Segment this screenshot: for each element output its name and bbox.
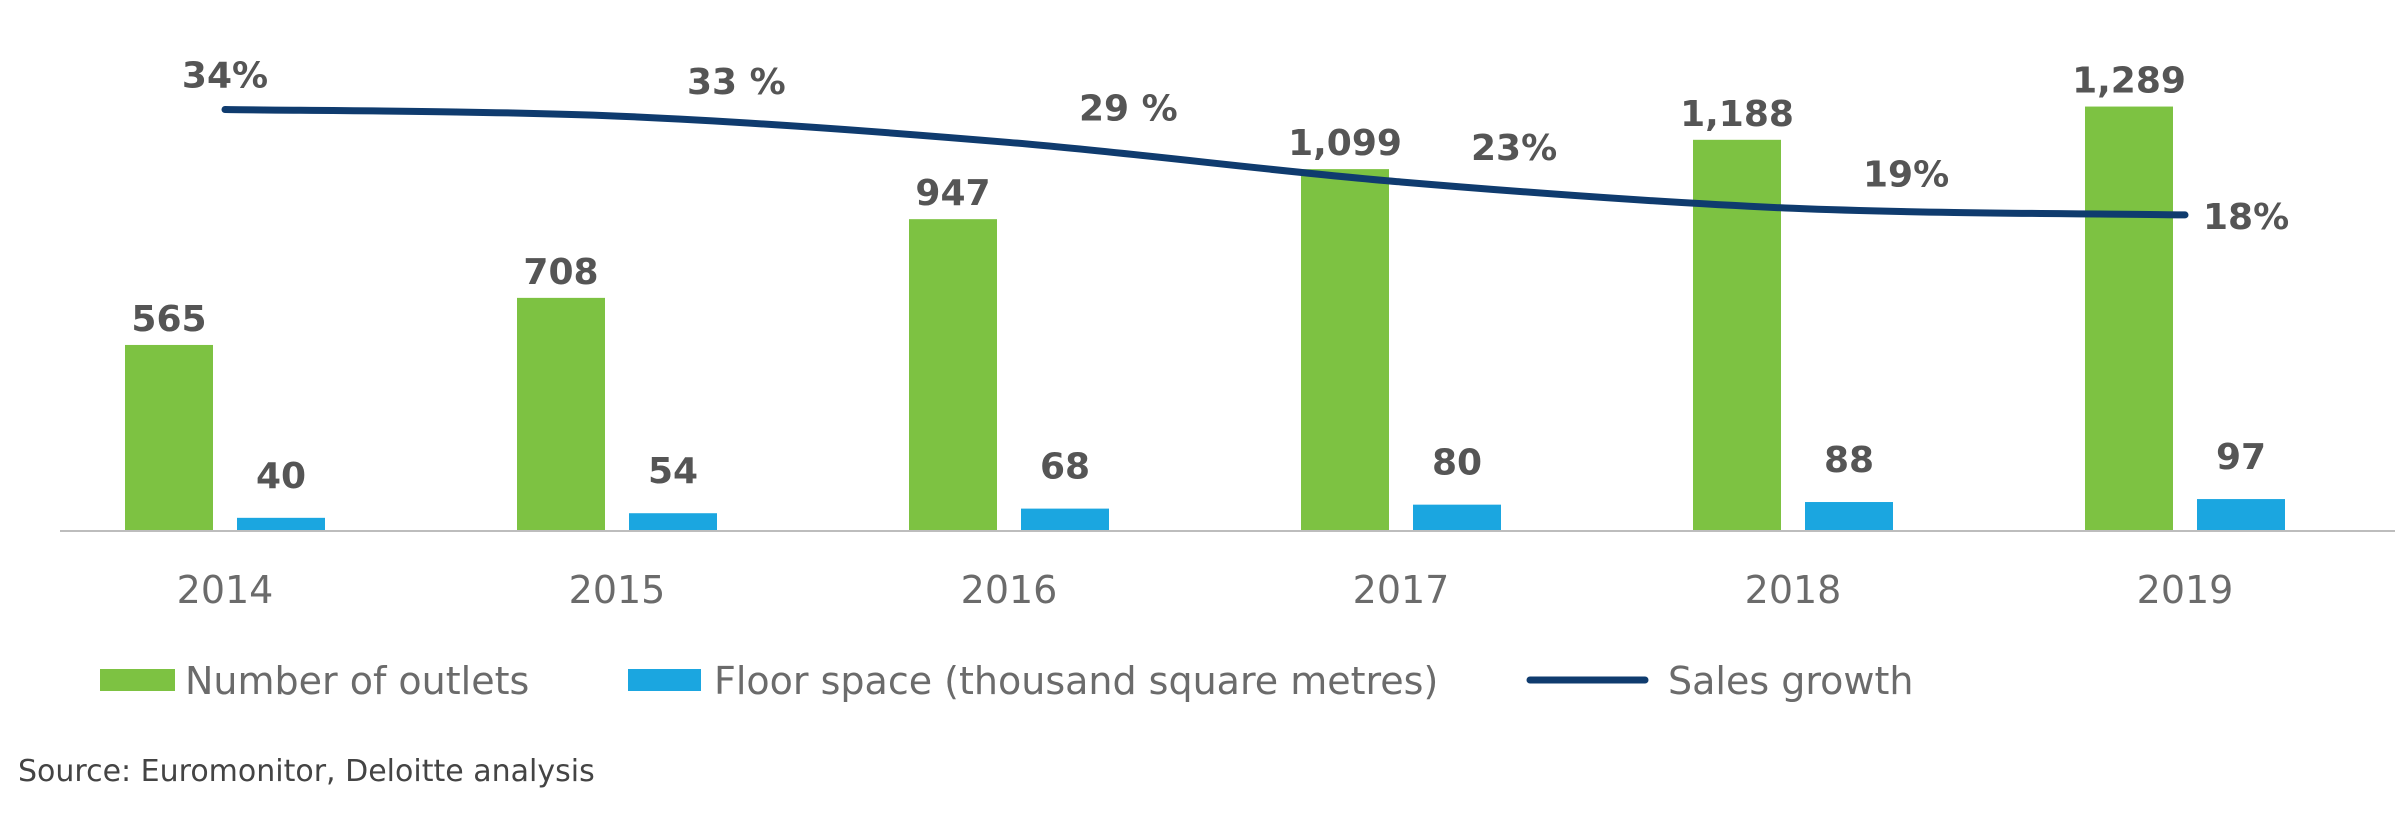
label-floor-space-2018: 88 [1824,440,1874,481]
label-floor-space-2017: 80 [1432,443,1482,484]
label-outlets-2017: 1,099 [1288,123,1402,164]
legend: Number of outlets Floor space (thousand … [100,659,1913,703]
label-sales-growth-2019: 18% [2203,197,2289,238]
label-floor-space-2016: 68 [1040,447,1090,488]
bar-floor-space-2019 [2197,499,2285,531]
x-tick-2015: 2015 [569,568,666,612]
label-floor-space-2019: 97 [2216,437,2266,478]
bar-outlets-2018 [1693,139,1781,531]
x-tick-2016: 2016 [961,568,1058,612]
bar-outlets-2019 [2085,106,2173,531]
legend-swatch-floor-space [628,669,701,691]
legend-label-floor-space: Floor space (thousand square metres) [714,659,1438,703]
sales-growth-layer [221,106,2189,219]
label-outlets-2019: 1,289 [2072,61,2186,102]
label-outlets-2018: 1,188 [1680,94,1794,135]
label-outlets-2016: 947 [915,173,990,214]
bar-outlets-2014 [125,344,213,531]
label-sales-growth-2017: 23% [1471,128,1557,169]
bar-floor-space-2017 [1413,504,1501,531]
legend-swatch-outlets [100,669,175,691]
bar-floor-space-2018 [1805,502,1893,531]
x-tick-2014: 2014 [177,568,274,612]
bar-floor-space-2014 [237,517,325,531]
label-outlets-2015: 708 [523,252,598,293]
label-floor-space-2014: 40 [256,456,306,497]
data-labels-layer: 565 40 708 54 947 68 1,099 80 1,188 88 1,289 97 34% 3… [131,56,2289,497]
x-tick-2018: 2018 [1745,568,1842,612]
bars-layer [125,106,2285,532]
x-tick-2017: 2017 [1353,568,1450,612]
label-sales-growth-2016: 29 % [1079,88,1178,129]
legend-label-outlets: Number of outlets [185,659,529,703]
bar-floor-space-2016 [1021,508,1109,531]
x-tick-2019: 2019 [2137,568,2234,612]
label-sales-growth-2015: 33 % [687,62,786,103]
x-tick-labels: 2014 2015 2016 2017 2018 2019 [177,568,2234,612]
label-outlets-2014: 565 [131,299,206,340]
bar-outlets-2015 [517,297,605,531]
label-sales-growth-2018: 19% [1863,154,1949,195]
label-sales-growth-2014: 34% [182,56,268,97]
bar-outlets-2017 [1301,169,1389,532]
source-note: Source: Euromonitor, Deloitte analysis [18,754,595,789]
bar-floor-space-2015 [629,513,717,531]
label-floor-space-2015: 54 [648,451,698,492]
sales-growth-line [221,106,2189,219]
legend-label-sales-growth: Sales growth [1668,659,1913,703]
bar-outlets-2016 [909,219,997,531]
